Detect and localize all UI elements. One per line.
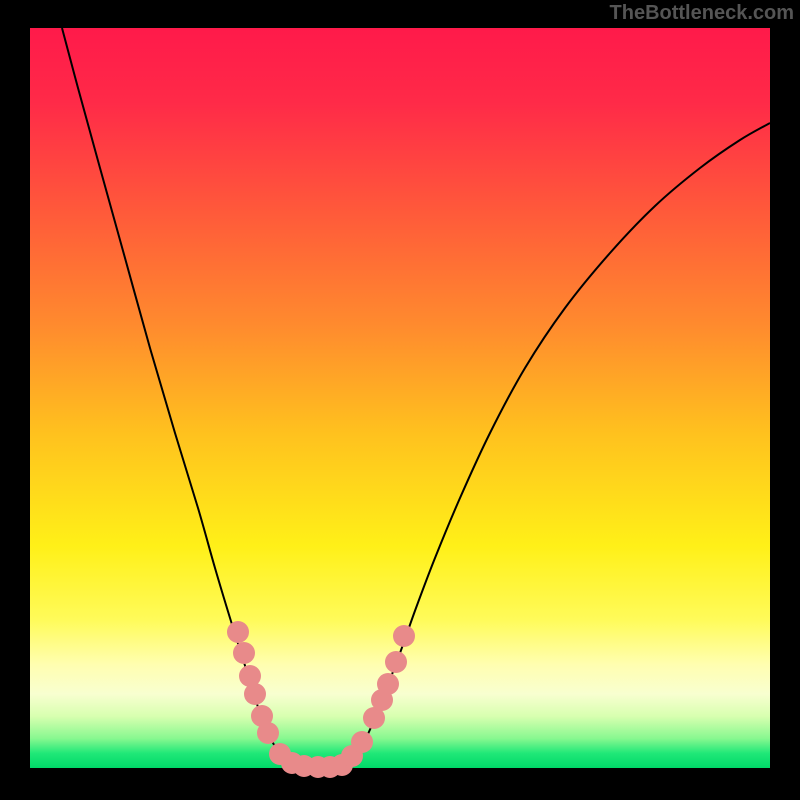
markers-layer: [30, 28, 770, 768]
data-marker: [233, 642, 255, 664]
data-marker: [393, 625, 415, 647]
watermark-text: TheBottleneck.com: [610, 2, 794, 25]
data-marker: [227, 621, 249, 643]
data-marker: [385, 651, 407, 673]
data-marker: [257, 722, 279, 744]
plot-area: [30, 28, 770, 768]
data-marker: [377, 673, 399, 695]
data-marker: [244, 683, 266, 705]
data-marker: [351, 731, 373, 753]
